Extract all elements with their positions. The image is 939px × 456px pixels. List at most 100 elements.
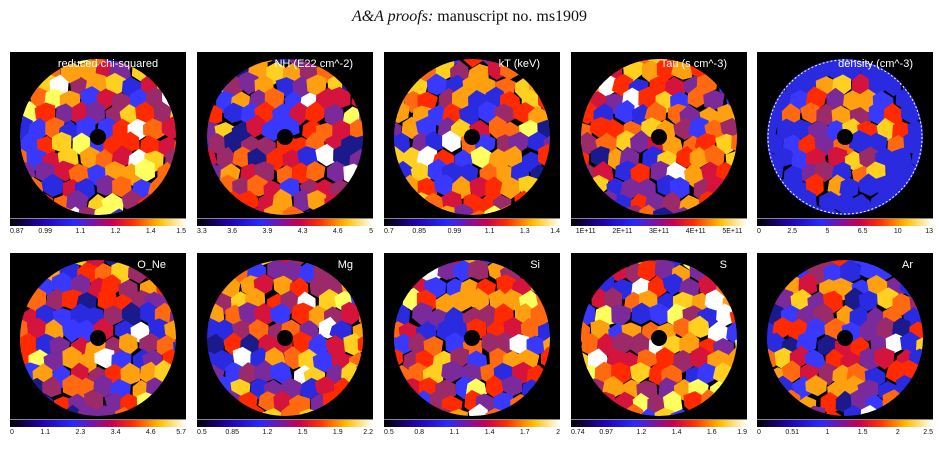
map-cell — [774, 253, 796, 254]
map-cell — [581, 187, 599, 213]
map-cell — [285, 253, 304, 257]
map-cell — [679, 194, 701, 215]
map-cell — [279, 405, 300, 416]
map-cell — [207, 134, 210, 156]
colorbar-tick-label: 4E+11 — [685, 228, 706, 235]
colorbar-ticks: 0.5 0.85 1.2 1.5 1.9 2.2 — [197, 427, 373, 439]
map-cell — [384, 116, 390, 137]
map-cell — [581, 320, 591, 343]
colorbar-tick-label: 5.7 — [176, 429, 186, 436]
map-cell — [169, 390, 176, 413]
map-cell — [164, 253, 183, 254]
map-cell — [743, 318, 747, 340]
map-cell — [356, 391, 363, 416]
map-cell — [730, 276, 737, 299]
map-cell — [384, 396, 393, 415]
map-cell — [384, 52, 404, 55]
map-cell — [182, 290, 186, 311]
central-source-mask — [90, 330, 106, 346]
map-cell — [927, 322, 933, 343]
colorbar-tick-label: 4.3 — [297, 228, 308, 235]
map-cell — [10, 378, 16, 401]
map-cell — [10, 177, 11, 200]
map-cell — [207, 194, 209, 215]
map-cell — [899, 394, 922, 416]
map-cell — [740, 177, 747, 198]
map-cell — [160, 177, 176, 201]
map-cell — [915, 191, 923, 214]
colorbar-ticks: 1E+11 2E+11 3E+11 4E+11 5E+11 — [571, 226, 747, 238]
map-cell — [900, 193, 920, 215]
colorbar-tick-label: 0.5 — [384, 429, 394, 436]
panel-density: density (cm^-3) 0 2.5 5 6.5 10 13 — [757, 52, 933, 238]
map-cell — [197, 292, 202, 312]
map-cell — [58, 52, 77, 53]
map-cell — [757, 377, 758, 400]
map-cell — [556, 92, 560, 113]
map-cell — [356, 275, 363, 297]
map-cell — [654, 407, 675, 416]
map-cell — [767, 194, 788, 215]
colorbar-tick-label: 3.3 — [197, 228, 207, 235]
map-cell — [547, 105, 550, 127]
map-cell — [434, 52, 455, 55]
map-cell — [929, 118, 933, 139]
map-cell — [351, 86, 363, 110]
colorbar-tick-label: 5 — [369, 228, 373, 235]
panel-title: Ar — [902, 259, 913, 271]
map-cell — [767, 164, 768, 187]
map-cell — [735, 337, 737, 358]
map-cell — [470, 209, 489, 215]
colorbar-tick-label: 2 — [556, 429, 560, 436]
map-cell — [136, 392, 157, 414]
map-cell — [223, 131, 243, 152]
map-cell — [178, 146, 186, 169]
map-cell — [920, 394, 923, 416]
map-cell — [571, 347, 576, 370]
map-cell — [384, 376, 386, 399]
map-cell — [207, 179, 221, 202]
map-cell — [207, 274, 211, 296]
map-cell — [415, 253, 435, 256]
map-cell — [283, 52, 303, 54]
map-cell — [197, 147, 198, 168]
map-cell — [318, 52, 337, 57]
central-source-mask — [464, 129, 480, 145]
map-cell — [800, 102, 822, 124]
map-cell — [485, 253, 506, 254]
colorbar — [10, 218, 186, 226]
map-cell — [20, 390, 24, 414]
map-cell — [757, 147, 758, 168]
panel-title: Mg — [337, 259, 353, 271]
colorbar-tick-label: 5 — [825, 228, 830, 235]
map-cell — [61, 289, 82, 310]
central-source-mask — [277, 330, 293, 346]
voronoi-map — [197, 52, 363, 215]
map-cell — [571, 395, 580, 419]
map-cell — [767, 377, 778, 401]
panel-title: S — [719, 259, 727, 271]
map-image: kT (keV) — [384, 52, 560, 226]
central-source-mask — [837, 129, 853, 145]
map-cell — [171, 75, 176, 98]
map-cell — [394, 189, 396, 213]
panel-kt: kT (keV) 0.7 0.85 0.99 1.1 1.3 1.4 — [384, 52, 560, 238]
map-cell — [721, 179, 737, 201]
map-cell — [571, 146, 575, 167]
map-cell — [757, 121, 763, 143]
map-cell — [767, 391, 785, 416]
colorbar-ticks: 0 0.51 1 1.5 2 2.5 — [757, 427, 933, 439]
map-cell — [581, 289, 590, 313]
colorbar-tick-label: 1.5 — [297, 429, 308, 436]
colorbar-tick-label: 1.6 — [706, 429, 717, 436]
map-cell — [911, 175, 923, 198]
map-cell — [207, 164, 210, 186]
map-cell — [72, 132, 91, 155]
map-cell — [245, 114, 266, 138]
map-cell — [441, 130, 461, 153]
map-cell — [739, 151, 747, 171]
map-cell — [581, 75, 582, 98]
map-cell — [197, 52, 198, 53]
colorbar-tick-label: 0.97 — [599, 429, 613, 436]
map-cell — [790, 52, 809, 53]
